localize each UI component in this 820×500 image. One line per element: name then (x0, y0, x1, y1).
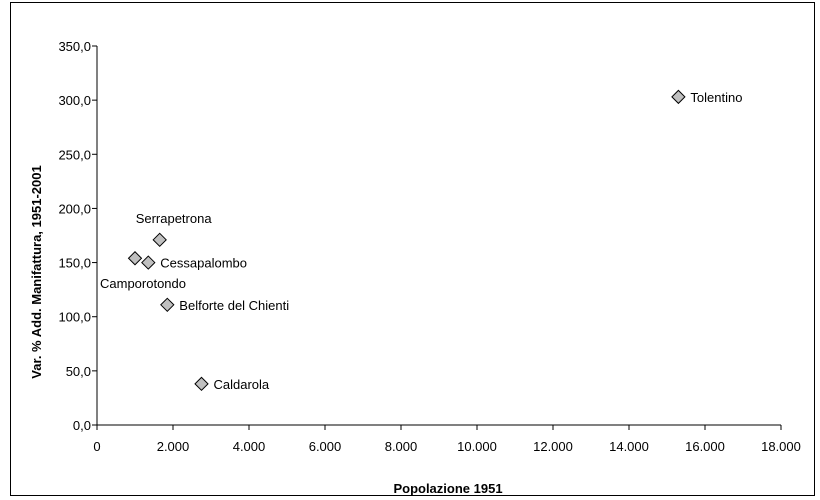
y-tick-label: 250,0 (58, 147, 91, 162)
data-point (671, 89, 686, 105)
y-tick-label: 200,0 (58, 201, 91, 216)
x-tick-label: 16.000 (685, 439, 725, 454)
data-point (194, 376, 209, 392)
point-label: Camporotondo (100, 276, 186, 291)
y-tick-label: 100,0 (58, 310, 91, 325)
chart-frame (10, 2, 815, 496)
point-labels: Tolentino Serrapetrona Cessapalombo Camporo… (100, 90, 742, 392)
y-tick-label: 50,0 (66, 364, 91, 379)
point-label: Cessapalombo (160, 256, 247, 271)
x-tick-label: 2.000 (157, 439, 190, 454)
data-point (152, 232, 167, 248)
x-tick-label: 4.000 (233, 439, 266, 454)
y-tick-label: 300,0 (58, 93, 91, 108)
x-ticks: 0 2.000 4.000 6.000 8.000 10.000 12.000 14.000 1… (93, 425, 801, 454)
data-point (141, 255, 156, 270)
x-tick-label: 0 (93, 439, 100, 454)
y-tick-label: 350,0 (58, 39, 91, 54)
x-tick-label: 12.000 (533, 439, 573, 454)
y-tick-label: 150,0 (58, 256, 91, 271)
point-label: Belforte del Chienti (179, 298, 289, 313)
data-points (127, 89, 686, 392)
point-label: Serrapetrona (136, 211, 213, 226)
data-point (127, 251, 143, 266)
y-ticks: 0,0 50,0 100,0 150,0 200,0 250,0 300,0 350,0 (58, 39, 97, 433)
data-point (160, 297, 175, 313)
y-tick-label: 0,0 (73, 418, 91, 433)
x-tick-label: 6.000 (309, 439, 342, 454)
y-axis-title: Var. % Add. Manifattura, 1951-2001 (29, 165, 44, 378)
x-tick-label: 10.000 (457, 439, 497, 454)
x-tick-label: 14.000 (609, 439, 649, 454)
point-label: Tolentino (690, 90, 742, 105)
x-axis-title: Popolazione 1951 (393, 481, 502, 496)
point-label: Caldarola (214, 377, 270, 392)
axes (96, 46, 781, 426)
x-tick-label: 8.000 (385, 439, 418, 454)
x-tick-label: 18.000 (761, 439, 801, 454)
